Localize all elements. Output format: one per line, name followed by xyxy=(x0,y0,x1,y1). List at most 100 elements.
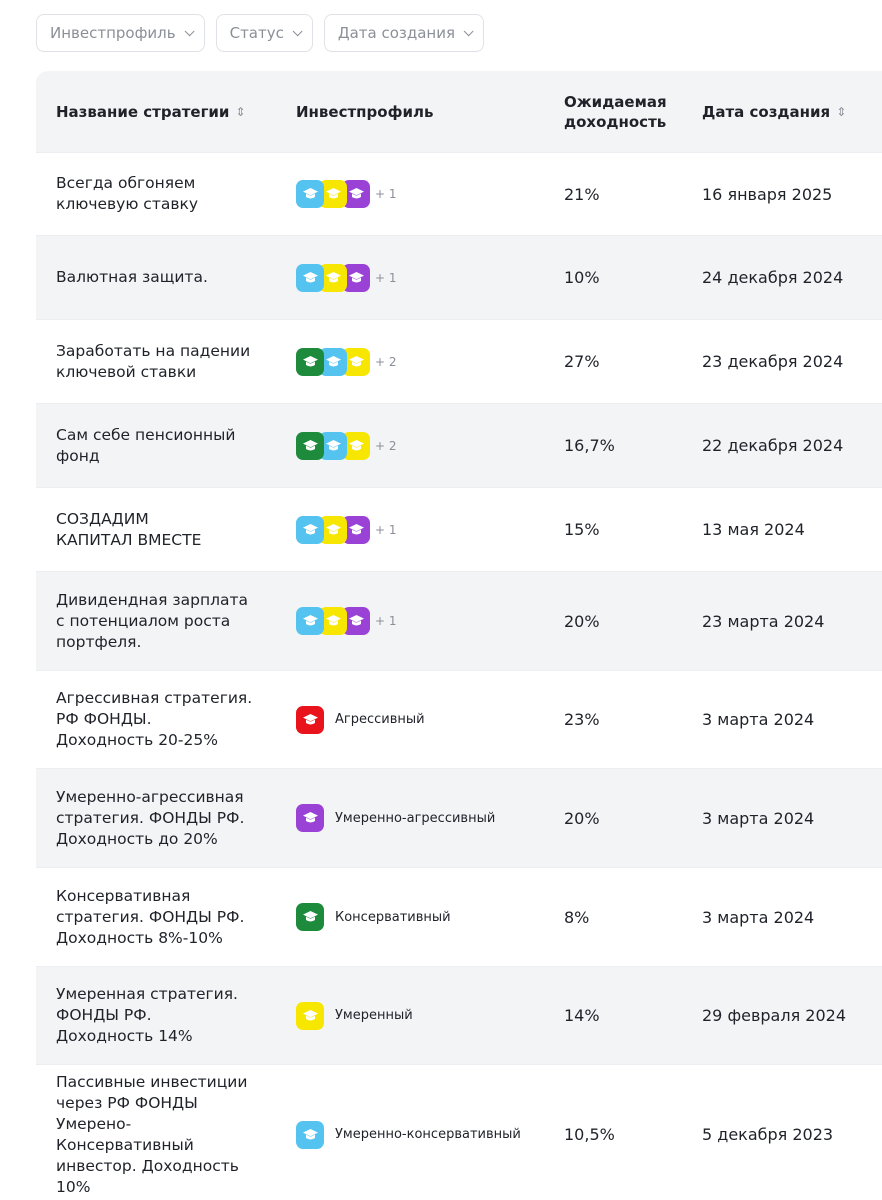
expected-yield: 15% xyxy=(564,520,600,539)
strategy-name[interactable]: Валютная защита. xyxy=(56,268,208,286)
strategy-name[interactable]: Консервативная стратегия. ФОНДЫ РФ. Дохо… xyxy=(56,886,245,947)
strategy-name[interactable]: СОЗДАДИМ КАПИТАЛ ВМЕСТЕ xyxy=(56,509,202,549)
expected-yield: 20% xyxy=(564,808,600,828)
graduation-cap-icon xyxy=(296,607,324,635)
strategy-name[interactable]: Заработать на падении ключевой ставки xyxy=(56,341,251,381)
graduation-cap-icon xyxy=(296,1120,324,1149)
more-profiles-count: + 2 xyxy=(375,438,397,453)
header-label: доходность xyxy=(564,112,667,131)
strategy-name[interactable]: Сам себе пенсионный фонд xyxy=(56,425,236,465)
profile-icons xyxy=(296,515,370,544)
strategy-name[interactable]: Дивидендная зарплата с потенциалом роста… xyxy=(56,590,249,651)
created-date-cell: 24 декабря 2024 xyxy=(702,268,882,287)
graduation-cap-icon xyxy=(296,804,324,832)
header-expected-yield: Ожидаемая доходность xyxy=(564,92,694,132)
invest-profile-cell: + 1 xyxy=(296,263,556,292)
profile-label: Консервативный xyxy=(335,909,451,925)
strategy-name[interactable]: Всегда обгоняем ключевую ставку xyxy=(56,174,199,213)
table-row[interactable]: Умеренно-агрессивная стратегия. ФОНДЫ РФ… xyxy=(36,768,882,867)
table-row[interactable]: Валютная защита. + 1 10% 24 декабря 2024 xyxy=(36,235,882,319)
profile-icons xyxy=(296,804,324,832)
table-body: Всегда обгоняем ключевую ставку + 1 21% 16 … xyxy=(36,152,882,1200)
invest-profile-cell: Консервативный xyxy=(296,903,556,931)
strategy-name-cell: Умеренная стратегия. ФОНДЫ РФ. Доходност… xyxy=(56,984,276,1047)
created-date: 3 марта 2024 xyxy=(702,907,815,927)
profile-icons xyxy=(296,263,370,292)
table-row[interactable]: Заработать на падении ключевой ставки + 2… xyxy=(36,319,882,403)
strategy-name-cell: Сам себе пенсионный фонд xyxy=(56,425,276,467)
table-row[interactable]: Пассивные инвестиции через РФ ФОНДЫ Умер… xyxy=(36,1064,882,1200)
created-date-cell: 29 февраля 2024 xyxy=(702,1006,882,1025)
header-label: Дата создания xyxy=(702,102,831,121)
created-date-cell: 16 января 2025 xyxy=(702,185,882,204)
profile-label: Умеренно-агрессивный xyxy=(335,810,496,826)
strategy-name[interactable]: Умеренная стратегия. ФОНДЫ РФ. Доходност… xyxy=(56,985,238,1045)
strategy-name[interactable]: Агрессивная стратегия. РФ ФОНДЫ. Доходно… xyxy=(56,689,253,749)
expected-yield-cell: 23% xyxy=(564,710,694,729)
chevron-down-icon xyxy=(184,25,195,36)
header-label: Ожидаемая xyxy=(564,92,667,111)
invest-profile-cell: + 2 xyxy=(296,347,556,376)
header-invest-profile: Инвестпрофиль xyxy=(296,103,556,121)
expected-yield: 10,5% xyxy=(564,1125,615,1144)
expected-yield: 20% xyxy=(564,611,600,631)
profile-icons xyxy=(296,347,370,376)
graduation-cap-icon xyxy=(296,431,324,460)
graduation-cap-icon xyxy=(296,180,324,208)
table-row[interactable]: Сам себе пенсионный фонд + 2 16,7% 22 декаб… xyxy=(36,403,882,487)
invest-profile-cell: Агрессивный xyxy=(296,705,556,734)
filter-status[interactable]: Статус xyxy=(215,14,313,52)
invest-profile-cell: Умеренно-консервативный xyxy=(296,1120,556,1149)
table-row[interactable]: Всегда обгоняем ключевую ставку + 1 21% 16 … xyxy=(36,152,882,235)
profile-icons xyxy=(296,1001,324,1030)
chevron-down-icon xyxy=(292,25,303,36)
filter-invest-profile[interactable]: Инвестпрофиль xyxy=(36,14,205,52)
table-row[interactable]: Консервативная стратегия. ФОНДЫ РФ. Дохо… xyxy=(36,867,882,966)
invest-profile-cell: + 1 xyxy=(296,180,556,208)
more-profiles-count: + 1 xyxy=(375,614,397,628)
expected-yield-cell: 27% xyxy=(564,352,694,371)
invest-profile-cell: + 1 xyxy=(296,515,556,544)
strategy-name[interactable]: Пассивные инвестиции через РФ ФОНДЫ Умер… xyxy=(56,1072,248,1196)
table-row[interactable]: Умеренная стратегия. ФОНДЫ РФ. Доходност… xyxy=(36,966,882,1064)
graduation-cap-icon xyxy=(296,1001,324,1030)
expected-yield: 23% xyxy=(564,710,600,729)
created-date-cell: 23 марта 2024 xyxy=(702,612,882,631)
strategy-name-cell: Агрессивная стратегия. РФ ФОНДЫ. Доходно… xyxy=(56,688,276,751)
profile-icons xyxy=(296,431,370,460)
more-profiles-count: + 1 xyxy=(375,187,397,201)
more-profiles-count: + 2 xyxy=(375,354,397,369)
created-date-cell: 13 мая 2024 xyxy=(702,520,882,539)
created-date: 16 января 2025 xyxy=(702,184,833,204)
expected-yield: 27% xyxy=(564,352,600,371)
expected-yield-cell: 20% xyxy=(564,612,694,631)
created-date-cell: 5 декабря 2023 xyxy=(702,1125,882,1144)
strategy-name[interactable]: Умеренно-агрессивная стратегия. ФОНДЫ РФ… xyxy=(56,787,245,848)
strategy-name-cell: Всегда обгоняем ключевую ставку xyxy=(56,173,276,215)
table-row[interactable]: СОЗДАДИМ КАПИТАЛ ВМЕСТЕ + 1 15% 13 мая 2024 xyxy=(36,487,882,571)
table-row[interactable]: Дивидендная зарплата с потенциалом роста… xyxy=(36,571,882,670)
invest-profile-cell: + 2 xyxy=(296,431,556,460)
header-strategy-name[interactable]: Название стратегии ⇕ xyxy=(56,103,276,121)
expected-yield-cell: 21% xyxy=(564,185,694,204)
expected-yield: 21% xyxy=(564,184,600,204)
expected-yield: 16,7% xyxy=(564,436,615,455)
created-date-cell: 23 декабря 2024 xyxy=(702,352,882,371)
created-date-cell: 22 декабря 2024 xyxy=(702,436,882,455)
created-date-cell: 3 марта 2024 xyxy=(702,710,882,729)
strategy-name-cell: Дивидендная зарплата с потенциалом роста… xyxy=(56,590,276,653)
created-date: 23 декабря 2024 xyxy=(702,352,844,371)
header-created-date[interactable]: Дата создания ⇕ xyxy=(702,103,882,121)
filter-label: Статус xyxy=(229,24,284,42)
created-date: 22 декабря 2024 xyxy=(702,436,844,455)
sort-icon[interactable]: ⇕ xyxy=(235,104,246,119)
sort-icon[interactable]: ⇕ xyxy=(836,104,847,119)
expected-yield-cell: 14% xyxy=(564,1006,694,1025)
expected-yield-cell: 10,5% xyxy=(564,1125,694,1144)
graduation-cap-icon xyxy=(296,705,324,734)
strategy-name-cell: Умеренно-агрессивная стратегия. ФОНДЫ РФ… xyxy=(56,787,276,850)
filter-label: Дата создания xyxy=(337,24,456,42)
strategy-name-cell: Пассивные инвестиции через РФ ФОНДЫ Умер… xyxy=(56,1072,276,1198)
table-row[interactable]: Агрессивная стратегия. РФ ФОНДЫ. Доходно… xyxy=(36,670,882,768)
filter-created-date[interactable]: Дата создания xyxy=(323,14,485,52)
